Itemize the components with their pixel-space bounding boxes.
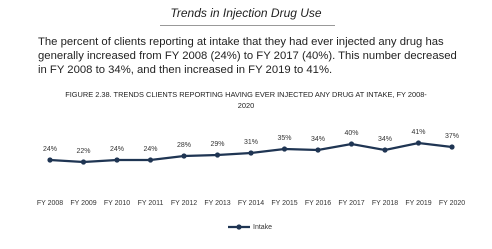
marker xyxy=(349,141,354,146)
marker xyxy=(81,159,86,164)
marker xyxy=(47,157,52,162)
marker xyxy=(315,147,320,152)
data-label: 31% xyxy=(244,139,258,146)
data-label: 40% xyxy=(344,130,358,137)
data-label: 41% xyxy=(411,129,425,136)
marker xyxy=(248,150,253,155)
x-tick-label: FY 2018 xyxy=(372,200,398,207)
x-tick-label: FY 2008 xyxy=(37,200,63,207)
marker xyxy=(114,157,119,162)
x-tick-label: FY 2017 xyxy=(338,200,364,207)
marker xyxy=(181,153,186,158)
chart: FY 2008 FY 2009 FY 2010 FY 2011 FY 2012 FY 20… xyxy=(0,0,492,249)
marker xyxy=(148,157,153,162)
page: {"heading": "Trends in Injection Drug Us… xyxy=(0,0,492,249)
marker xyxy=(416,140,421,145)
marker xyxy=(282,146,287,151)
x-tick-label: FY 2015 xyxy=(271,200,297,207)
marker xyxy=(382,147,387,152)
legend-label: Intake xyxy=(253,224,272,231)
x-tick-label: FY 2019 xyxy=(405,200,431,207)
x-tick-label: FY 2020 xyxy=(439,200,465,207)
data-label: 34% xyxy=(311,136,325,143)
data-label: 24% xyxy=(43,146,57,153)
data-label: 28% xyxy=(177,142,191,149)
marker xyxy=(449,144,454,149)
data-label: 37% xyxy=(445,133,459,140)
x-tick-label: FY 2014 xyxy=(238,200,264,207)
x-tick-label: FY 2013 xyxy=(204,200,230,207)
marker xyxy=(215,152,220,157)
x-tick-label: FY 2016 xyxy=(305,200,331,207)
data-label: 34% xyxy=(378,136,392,143)
x-tick-label: FY 2012 xyxy=(171,200,197,207)
x-tick-label: FY 2011 xyxy=(138,200,164,207)
data-label: 24% xyxy=(110,146,124,153)
data-label: 22% xyxy=(76,148,90,155)
data-label: 35% xyxy=(277,135,291,142)
legend-marker xyxy=(236,224,241,229)
data-label: 24% xyxy=(143,146,157,153)
data-label: 29% xyxy=(210,141,224,148)
x-tick-label: FY 2009 xyxy=(70,200,96,207)
x-tick-label: FY 2010 xyxy=(104,200,130,207)
